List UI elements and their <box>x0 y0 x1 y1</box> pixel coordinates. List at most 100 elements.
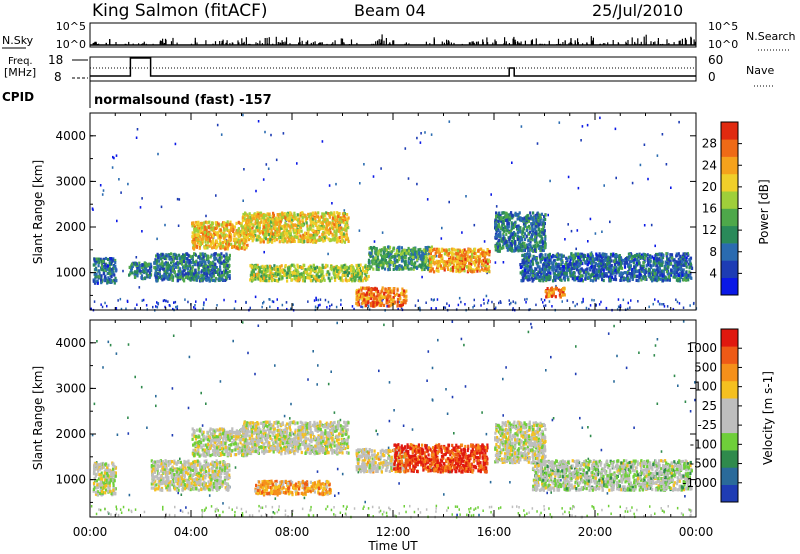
power-pixel <box>502 211 505 215</box>
power-pixel <box>276 219 279 224</box>
power-pixel <box>203 230 207 234</box>
power-pixel <box>506 225 509 229</box>
power-pixel <box>193 247 196 251</box>
power-pixel <box>359 263 362 267</box>
power-pixel <box>525 301 527 304</box>
power-pixel <box>360 274 363 278</box>
power-pixel <box>288 268 291 272</box>
power-pixel <box>448 248 451 252</box>
nsky-point <box>176 42 178 45</box>
power-pixel <box>430 133 433 136</box>
power-pixel <box>403 298 406 302</box>
power-pixel <box>175 255 178 259</box>
power-pixel <box>339 278 342 282</box>
power-pixel <box>270 275 274 279</box>
power-pixel <box>401 255 404 259</box>
power-pixel <box>136 274 139 278</box>
power-pixel <box>183 253 187 257</box>
nsky-point <box>232 42 234 45</box>
power-pixel <box>243 168 245 171</box>
power-pixel <box>325 217 328 221</box>
power-pixel <box>354 269 357 273</box>
power-pixel <box>207 236 210 240</box>
power-pixel <box>616 308 619 311</box>
power-pixel <box>357 290 360 294</box>
power-pixel <box>376 257 379 261</box>
power-pixel <box>357 268 360 272</box>
nsky-point <box>248 43 250 45</box>
power-pixel <box>245 218 249 222</box>
power-pixel <box>318 270 321 274</box>
power-pixel <box>321 212 324 216</box>
nsky-point <box>577 38 579 45</box>
power-pixel <box>227 274 230 278</box>
power-pixel <box>109 257 112 261</box>
power-pixel <box>283 224 286 228</box>
power-pixel <box>114 264 117 268</box>
power-pixel <box>264 264 267 269</box>
power-pixel <box>260 220 263 224</box>
power-pixel <box>390 302 393 306</box>
power-pixel <box>237 220 240 224</box>
power-pixel <box>341 273 344 277</box>
nsky-point <box>383 40 385 45</box>
nsky-point <box>531 39 533 45</box>
power-pixel <box>210 261 213 265</box>
power-pixel <box>375 287 378 291</box>
power-pixel <box>367 286 370 290</box>
power-pixel <box>198 260 201 265</box>
power-pixel <box>627 307 629 311</box>
power-pixel <box>238 245 241 249</box>
power-pixel <box>311 274 314 278</box>
power-pixel <box>255 238 258 242</box>
power-pixel <box>225 241 228 245</box>
power-pixel <box>131 264 134 269</box>
power-pixel <box>284 237 287 241</box>
power-pixel <box>310 215 313 219</box>
nsky-point <box>241 38 243 45</box>
power-pixel <box>350 277 353 281</box>
power-pixel <box>111 258 114 262</box>
power-pixel <box>292 303 294 306</box>
power-pixel <box>464 303 466 306</box>
power-pixel <box>307 300 309 303</box>
power-pixel <box>283 272 286 276</box>
power-pixel <box>365 291 368 295</box>
power-pixel <box>215 246 218 250</box>
power-pixel <box>205 238 208 242</box>
power-pixel <box>190 257 193 261</box>
power-pixel <box>398 247 401 251</box>
nsky-point <box>318 43 320 45</box>
power-pixel <box>258 267 261 271</box>
power-pixel <box>511 161 513 164</box>
power-pixel <box>335 222 338 227</box>
power-pixel <box>107 271 110 275</box>
power-pixel <box>289 240 292 244</box>
nsky-point <box>486 37 488 45</box>
power-pixel <box>373 240 376 243</box>
power-pixel <box>241 241 244 245</box>
power-pixel <box>146 308 148 311</box>
power-pixel <box>663 305 666 308</box>
power-pixel <box>298 220 301 224</box>
power-pixel <box>289 271 292 275</box>
power-pixel <box>295 216 298 220</box>
frequency-trace <box>90 57 696 77</box>
power-pixel <box>325 273 328 277</box>
power-pixel <box>328 215 331 219</box>
power-pixel <box>279 220 282 224</box>
power-pixel <box>320 278 323 282</box>
nsky-point <box>371 43 373 45</box>
power-pixel <box>163 277 166 281</box>
power-pixel <box>424 259 427 264</box>
nsky-point <box>540 43 542 45</box>
power-pixel <box>507 244 511 248</box>
power-pixel <box>460 300 462 304</box>
power-pixel <box>512 237 515 241</box>
power-pixel <box>408 261 411 265</box>
power-pixel <box>480 259 483 264</box>
power-pixel <box>228 257 231 261</box>
power-pixel <box>614 127 617 131</box>
power-pixel <box>232 229 235 233</box>
power-pixel <box>226 247 229 251</box>
